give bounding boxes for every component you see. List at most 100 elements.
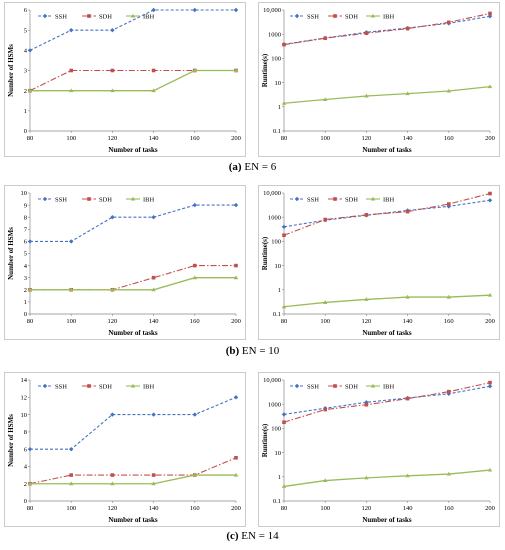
legend-label-ssh: SSH xyxy=(55,196,67,203)
data-point-sdh xyxy=(364,402,369,407)
y-tick-label: 4 xyxy=(24,464,28,471)
chart-svg: 0.1 1 10 100 1000 10,000 80 100 120 140 160 200 Numb… xyxy=(258,372,500,527)
data-point-ssh xyxy=(110,27,115,33)
x-tick-label: 160 xyxy=(190,505,200,512)
chart-a-hsms: 0 1 2 3 4 5 6 80 100 120 140 160 200 Number of tasks N… xyxy=(4,2,246,157)
data-point-sdh xyxy=(447,20,451,25)
y-tick-label: 1000 xyxy=(268,401,281,408)
legend-marker-ssh xyxy=(294,196,300,202)
data-point-ibh xyxy=(446,88,451,93)
x-axis-label: Number of tasks xyxy=(362,329,412,337)
legend-marker-ibh xyxy=(130,196,136,201)
data-point-sdh xyxy=(69,68,73,73)
data-point-ibh xyxy=(233,68,239,72)
x-tick-label: 200 xyxy=(485,505,495,512)
y-tick-label: 3 xyxy=(24,68,27,75)
data-point-ssh xyxy=(281,224,287,230)
data-point-sdh xyxy=(405,396,410,401)
data-point-ibh xyxy=(110,481,115,486)
x-axis-label: Number of tasks xyxy=(108,146,158,154)
data-point-ibh xyxy=(233,472,239,477)
legend-marker-ibh xyxy=(130,383,136,388)
data-point-sdh xyxy=(447,202,451,206)
x-tick-label: 160 xyxy=(444,318,454,325)
y-tick-label: 10 xyxy=(275,263,282,270)
series-ssh xyxy=(27,202,239,244)
legend-label-sdh: SDH xyxy=(99,196,112,203)
x-tick-label: 200 xyxy=(485,135,495,142)
data-point-ssh xyxy=(110,412,115,417)
x-axis-label: Number of tasks xyxy=(362,516,412,524)
x-tick-label: 160 xyxy=(190,135,200,142)
x-tick-label: 120 xyxy=(108,135,118,142)
caption-b-text: EN = 10 xyxy=(241,345,280,357)
x-tick-label: 80 xyxy=(27,135,34,142)
data-point-sdh xyxy=(447,389,451,394)
y-tick-label: 0.1 xyxy=(273,311,281,318)
legend-label-ibh: IBH xyxy=(383,13,395,20)
legend: SSH SDH IBH xyxy=(290,13,395,20)
y-tick-label: 2 xyxy=(24,481,27,488)
data-point-ssh xyxy=(487,384,493,389)
y-tick-label: 4 xyxy=(24,263,28,270)
x-axis-label: Number of tasks xyxy=(108,329,158,337)
series-line-ibh xyxy=(30,474,236,485)
data-point-sdh xyxy=(282,233,286,238)
legend-label-sdh: SDH xyxy=(345,383,358,390)
data-point-ssh xyxy=(151,412,156,417)
x-axis-label: Number of tasks xyxy=(362,146,412,154)
data-point-ibh xyxy=(281,484,287,488)
chart-c-runtime: 0.1 1 10 100 1000 10,000 80 100 120 140 160 200 Numb… xyxy=(258,372,500,527)
chart-svg: 0.1 1 10 100 1000 10,000 80 100 120 140 160 200 Numb… xyxy=(258,185,500,340)
data-point-ibh xyxy=(364,297,369,301)
data-point-ibh xyxy=(405,91,410,96)
legend-marker-sdh xyxy=(87,197,91,201)
y-tick-label: 10,000 xyxy=(263,7,281,14)
x-tick-label: 160 xyxy=(444,135,454,142)
x-tick-label: 140 xyxy=(403,505,413,512)
legend-marker-sdh xyxy=(87,384,91,388)
series-line-sdh xyxy=(283,382,491,423)
x-tick-label: 80 xyxy=(281,318,288,325)
data-point-ibh xyxy=(281,304,287,309)
chart-b-hsms: 0 1 2 3 4 5 6 7 8 9 10 80 100 120 140 160 200 Number of t… xyxy=(4,185,246,340)
caption-c-prefix: (c) xyxy=(226,530,239,542)
legend-marker-ssh xyxy=(42,13,48,19)
x-tick-label: 120 xyxy=(362,135,372,142)
legend-label-ssh: SSH xyxy=(307,383,319,390)
chart-frame xyxy=(258,2,500,157)
series-line-ssh xyxy=(29,9,236,51)
data-point-sdh xyxy=(151,275,156,280)
data-point-sdh xyxy=(488,11,492,16)
data-point-sdh xyxy=(323,217,327,222)
y-tick-label: 8 xyxy=(24,429,27,436)
data-point-sdh xyxy=(193,263,197,268)
legend-label-ssh: SSH xyxy=(55,13,67,20)
legend-marker-ibh xyxy=(370,383,376,388)
y-tick-label: 6 xyxy=(24,7,28,14)
y-tick-label: 10 xyxy=(21,190,28,197)
y-tick-label: 100 xyxy=(271,56,281,63)
data-point-ibh xyxy=(487,84,493,89)
chart-svg: 0.1 1 10 100 1000 10,000 80 100 120 140 160 200 Numb… xyxy=(258,2,500,157)
data-point-ibh xyxy=(27,287,33,292)
y-tick-label: 0 xyxy=(24,128,27,135)
x-tick-label: 160 xyxy=(444,505,454,512)
data-point-ibh xyxy=(192,472,197,477)
x-tick-label: 120 xyxy=(108,505,118,512)
legend-label-ssh: SSH xyxy=(55,383,67,390)
legend-label-sdh: SDH xyxy=(345,13,358,20)
x-tick-label: 80 xyxy=(27,318,34,325)
data-point-ssh xyxy=(27,239,33,244)
series-ibh xyxy=(281,467,493,488)
legend-marker-ibh xyxy=(130,13,136,18)
y-tick-label: 6 xyxy=(24,239,28,246)
x-tick-label: 120 xyxy=(362,505,372,512)
data-point-ssh xyxy=(487,14,493,19)
x-tick-label: 140 xyxy=(403,135,413,142)
chart-c-hsms: 0 2 4 6 8 10 12 14 80 100 120 140 160 200 Number of ta… xyxy=(4,372,246,527)
y-tick-label: 0 xyxy=(24,498,27,505)
y-tick-label: 5 xyxy=(24,251,27,258)
series-ssh xyxy=(27,395,239,452)
legend-label-ibh: IBH xyxy=(383,383,395,390)
